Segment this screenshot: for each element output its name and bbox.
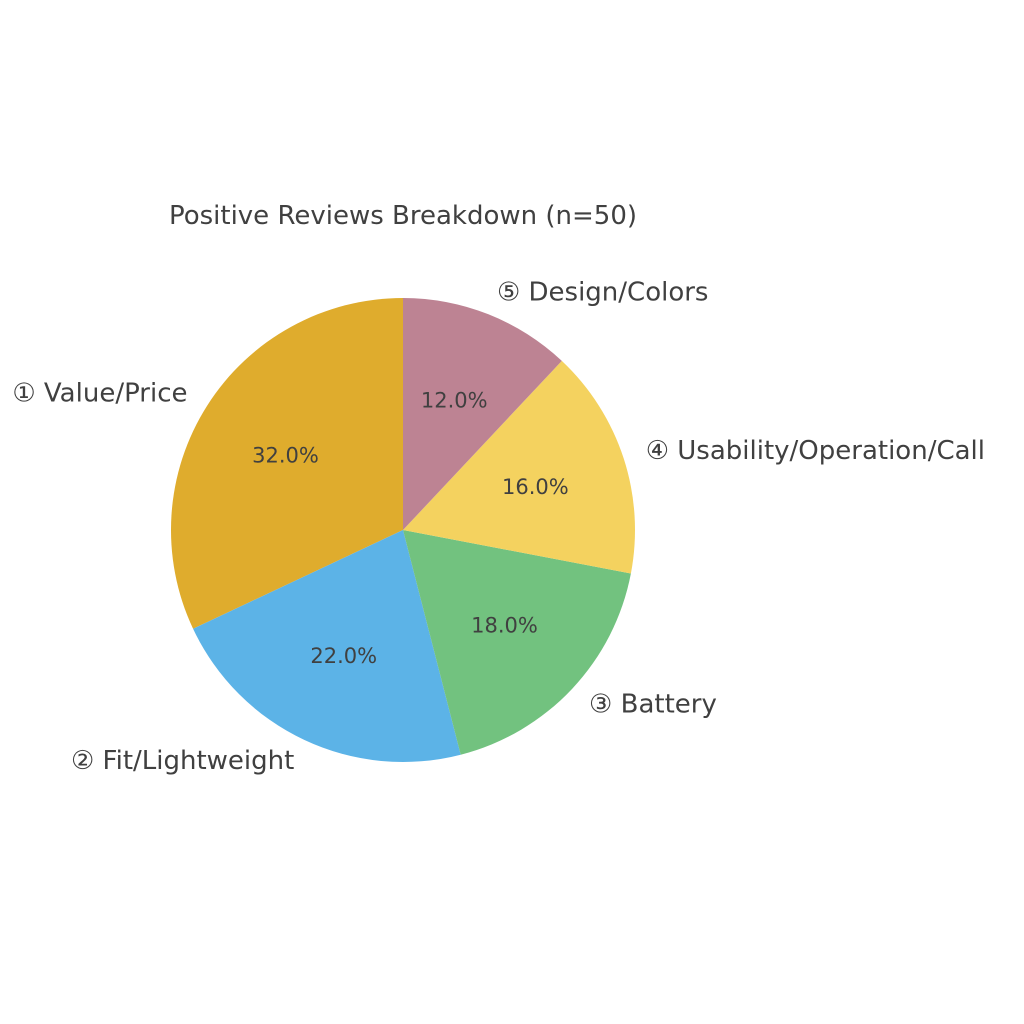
slice-label-5: ⑤ Design/Colors: [497, 278, 709, 308]
slice-label-2: ② Fit/Lightweight: [71, 746, 294, 776]
pie-slice-2: [193, 530, 461, 762]
pct-label-5: 12.0%: [421, 389, 488, 413]
pct-label-2: 22.0%: [310, 644, 377, 668]
slice-label-4: ④ Usability/Operation/Call: [646, 436, 985, 466]
slice-label-1: ① Value/Price: [12, 378, 187, 408]
pie-slices: [170, 298, 635, 762]
chart-title: Positive Reviews Breakdown (n=50): [169, 201, 637, 231]
pct-label-1: 32.0%: [252, 443, 319, 467]
pct-label-4: 16.0%: [502, 475, 569, 499]
pie-slice-1: [170, 298, 403, 629]
pie-slice-4: [403, 360, 635, 574]
pie-labels: 32.0% ① Value/Price 22.0% ② Fit/Lightweight…: [12, 278, 985, 776]
slice-label-3: ③ Battery: [589, 690, 717, 720]
pie-slice-5: [403, 298, 562, 530]
pie-slice-3: [403, 530, 631, 755]
pct-label-3: 18.0%: [471, 613, 538, 637]
